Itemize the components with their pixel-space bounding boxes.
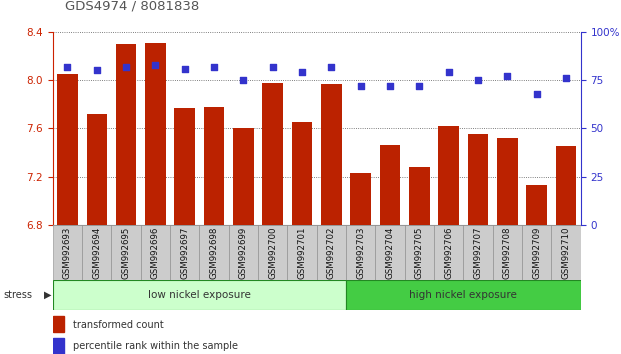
Bar xyxy=(53,316,65,332)
Point xyxy=(502,73,512,79)
Bar xyxy=(375,225,405,280)
Bar xyxy=(53,225,82,280)
Text: percentile rank within the sample: percentile rank within the sample xyxy=(73,341,238,352)
Point xyxy=(268,64,278,69)
Point xyxy=(92,68,102,73)
Text: GSM992708: GSM992708 xyxy=(503,227,512,279)
Bar xyxy=(229,225,258,280)
Point xyxy=(356,83,366,89)
Text: low nickel exposure: low nickel exposure xyxy=(148,290,251,300)
Bar xyxy=(53,280,346,310)
Text: GSM992704: GSM992704 xyxy=(386,227,394,279)
Text: GSM992696: GSM992696 xyxy=(151,227,160,279)
Point xyxy=(209,64,219,69)
Point xyxy=(63,64,73,69)
Bar xyxy=(405,225,434,280)
Bar xyxy=(527,185,547,225)
Bar xyxy=(170,225,199,280)
Point xyxy=(297,69,307,75)
Bar xyxy=(409,167,430,225)
Bar xyxy=(199,225,229,280)
Text: ▶: ▶ xyxy=(43,290,51,300)
Bar xyxy=(53,338,65,354)
Bar xyxy=(492,225,522,280)
Text: GSM992700: GSM992700 xyxy=(268,227,277,279)
Bar xyxy=(288,225,317,280)
Point xyxy=(180,66,190,72)
Point xyxy=(532,91,542,96)
Bar xyxy=(463,225,492,280)
Point xyxy=(238,77,248,83)
Point xyxy=(443,69,453,75)
Bar xyxy=(350,173,371,225)
Text: GSM992710: GSM992710 xyxy=(561,227,571,279)
Point xyxy=(414,83,424,89)
Bar xyxy=(258,225,288,280)
Bar xyxy=(204,107,224,225)
Bar xyxy=(233,129,253,225)
Bar xyxy=(468,135,488,225)
Text: high nickel exposure: high nickel exposure xyxy=(409,290,517,300)
Text: GSM992709: GSM992709 xyxy=(532,227,541,279)
Bar xyxy=(145,43,166,225)
Bar xyxy=(346,280,581,310)
Text: GSM992693: GSM992693 xyxy=(63,227,72,279)
Text: GSM992702: GSM992702 xyxy=(327,227,336,279)
Point xyxy=(121,64,131,69)
Text: GSM992697: GSM992697 xyxy=(180,227,189,279)
Text: GSM992705: GSM992705 xyxy=(415,227,424,279)
Bar xyxy=(522,225,551,280)
Text: GSM992695: GSM992695 xyxy=(122,227,130,279)
Text: GSM992707: GSM992707 xyxy=(473,227,483,279)
Bar xyxy=(86,114,107,225)
Point xyxy=(561,75,571,81)
Point xyxy=(473,77,483,83)
Bar xyxy=(111,225,141,280)
Bar xyxy=(434,225,463,280)
Text: GSM992701: GSM992701 xyxy=(297,227,307,279)
Bar xyxy=(556,147,576,225)
Text: GDS4974 / 8081838: GDS4974 / 8081838 xyxy=(65,0,199,12)
Bar xyxy=(321,84,342,225)
Bar xyxy=(82,225,111,280)
Bar xyxy=(263,82,283,225)
Bar xyxy=(551,225,581,280)
Point xyxy=(327,64,337,69)
Text: transformed count: transformed count xyxy=(73,320,163,330)
Bar xyxy=(141,225,170,280)
Bar xyxy=(175,108,195,225)
Text: GSM992703: GSM992703 xyxy=(356,227,365,279)
Text: GSM992698: GSM992698 xyxy=(209,227,219,279)
Text: GSM992699: GSM992699 xyxy=(239,227,248,279)
Bar xyxy=(438,126,459,225)
Bar xyxy=(317,225,346,280)
Text: GSM992706: GSM992706 xyxy=(444,227,453,279)
Text: stress: stress xyxy=(3,290,32,300)
Text: GSM992694: GSM992694 xyxy=(93,227,101,279)
Bar xyxy=(57,74,78,225)
Bar xyxy=(380,145,401,225)
Bar xyxy=(497,138,517,225)
Point xyxy=(385,83,395,89)
Bar xyxy=(292,122,312,225)
Bar xyxy=(346,225,375,280)
Point xyxy=(150,62,160,68)
Bar xyxy=(116,44,137,225)
